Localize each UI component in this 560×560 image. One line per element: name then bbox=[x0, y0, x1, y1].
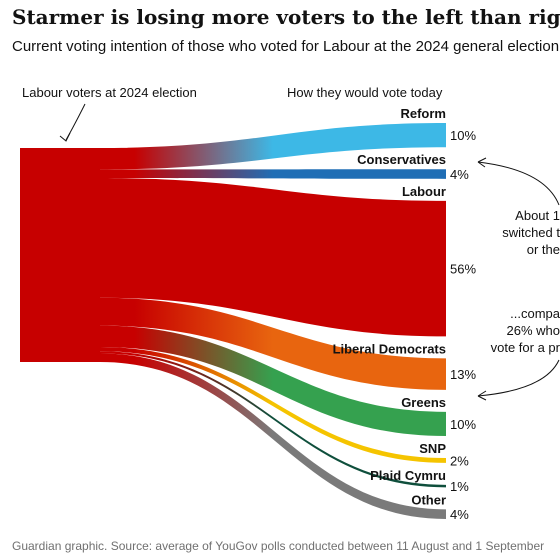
percent-label-reform: 10% bbox=[450, 128, 476, 143]
annotation-line-5: 26% who bbox=[507, 323, 560, 338]
annotation-arrow-bottom bbox=[477, 390, 487, 401]
party-label-other: Other bbox=[411, 492, 446, 507]
percent-label-greens: 10% bbox=[450, 417, 476, 432]
percent-label-other: 4% bbox=[450, 507, 469, 522]
annotation-line-3: or the bbox=[527, 242, 560, 257]
annotation-arc-top bbox=[477, 161, 560, 206]
flow-ribbons bbox=[100, 123, 446, 519]
footer-source: Guardian graphic. Source: average of You… bbox=[12, 539, 544, 553]
party-label-conservatives: Conservatives bbox=[357, 152, 446, 167]
party-label-plaid-cymru: Plaid Cymru bbox=[370, 468, 446, 483]
source-arrow-head bbox=[59, 132, 71, 142]
annotation-line-1: About 1 bbox=[515, 208, 560, 223]
annotation-line-6: vote for a pr bbox=[491, 340, 560, 355]
percent-label-plaid-cymru: 1% bbox=[450, 479, 469, 494]
annotation-line-2: switched t bbox=[502, 225, 560, 240]
chart-subtitle: Current voting intention of those who vo… bbox=[12, 38, 559, 55]
percent-label-liberal-democrats: 13% bbox=[450, 367, 476, 382]
percent-label-conservatives: 4% bbox=[450, 167, 469, 182]
percent-label-snp: 2% bbox=[450, 453, 469, 468]
chart-title: Starmer is losing more voters to the lef… bbox=[12, 5, 560, 29]
flow-conservatives bbox=[100, 169, 446, 179]
percent-label-labour: 56% bbox=[450, 262, 476, 277]
party-label-snp: SNP bbox=[419, 441, 446, 456]
party-label-reform: Reform bbox=[400, 106, 446, 121]
flow-liberal-democrats bbox=[100, 297, 446, 390]
annotation-arrow-top bbox=[477, 157, 487, 168]
party-labels: Reform 10% Conservatives 4% Labour 56% Liberal… bbox=[333, 106, 477, 522]
party-label-greens: Greens bbox=[401, 395, 446, 410]
source-bar bbox=[20, 148, 100, 362]
annotation-arc-bottom bbox=[477, 359, 560, 397]
flow-reform bbox=[100, 123, 446, 170]
source-label: Labour voters at 2024 election bbox=[22, 85, 197, 100]
target-header: How they would vote today bbox=[287, 85, 443, 100]
flow-greens bbox=[100, 325, 446, 437]
flow-labour bbox=[100, 177, 446, 337]
flow-plaid-cymru bbox=[100, 351, 446, 488]
party-label-liberal-democrats: Liberal Democrats bbox=[333, 341, 446, 356]
flow-snp bbox=[100, 347, 446, 463]
annotation-line-4: ...compa bbox=[510, 306, 560, 321]
party-label-labour: Labour bbox=[402, 184, 446, 199]
flow-other bbox=[100, 353, 446, 519]
